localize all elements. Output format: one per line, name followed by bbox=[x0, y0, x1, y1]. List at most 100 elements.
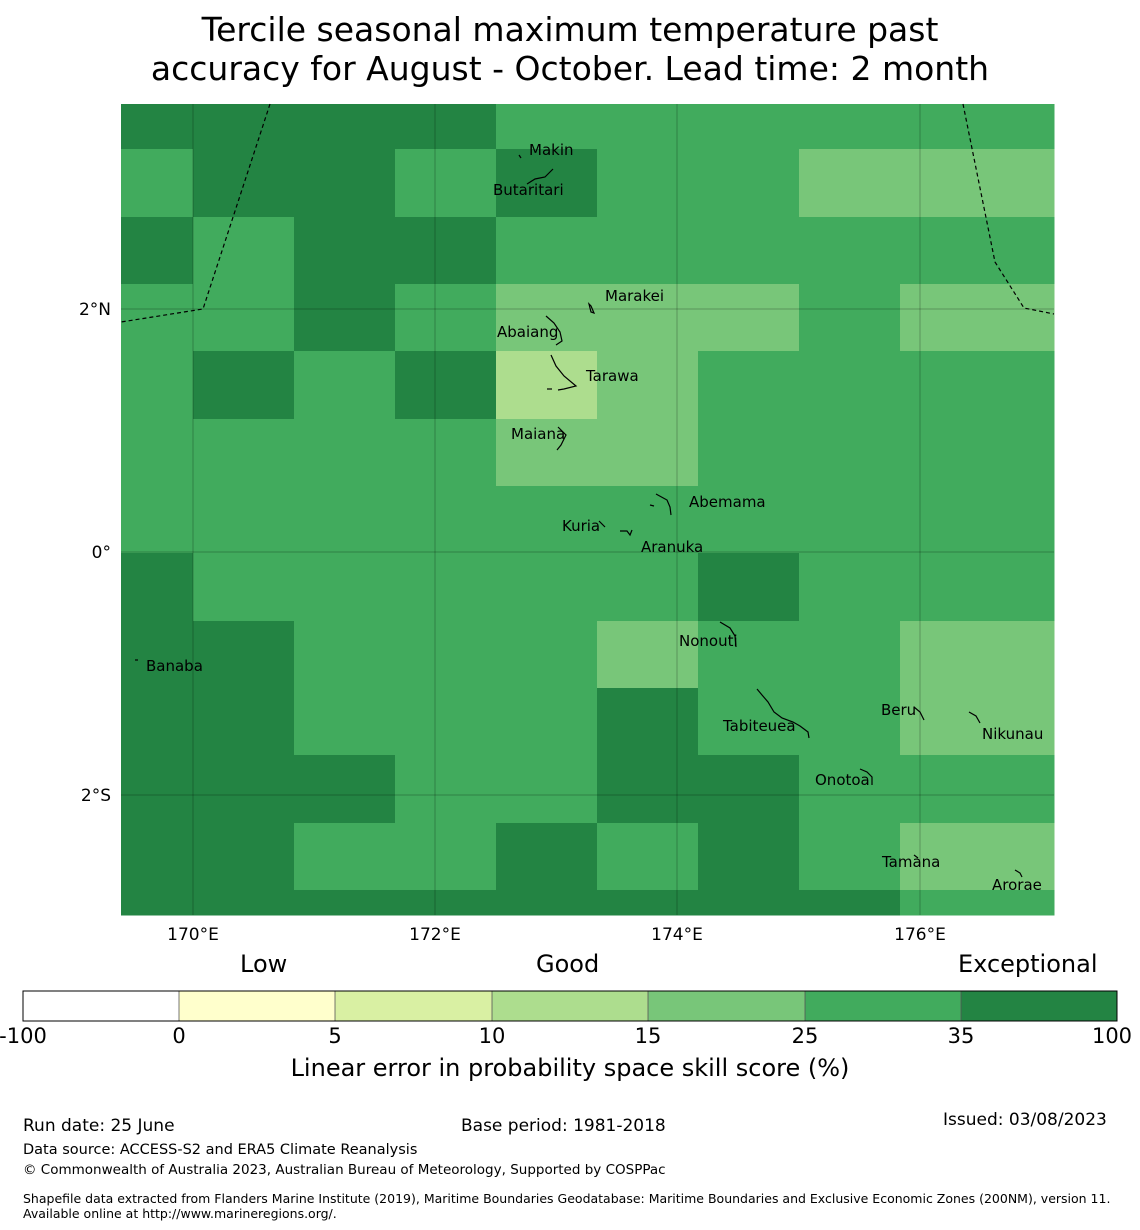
grid-cell bbox=[900, 284, 1002, 352]
grid-cell bbox=[1001, 149, 1055, 218]
grid-cell bbox=[799, 284, 901, 352]
grid-cell bbox=[121, 823, 194, 891]
grid-cell bbox=[1001, 890, 1055, 916]
grid-cell bbox=[698, 149, 800, 218]
grid-cell bbox=[294, 419, 396, 487]
grid-cell bbox=[395, 890, 497, 916]
graticule bbox=[121, 104, 1054, 915]
grid-cell bbox=[698, 284, 800, 352]
colorbar-seg-5 bbox=[335, 991, 492, 1021]
grid-cell bbox=[395, 149, 497, 218]
island-label-makin: Makin bbox=[529, 141, 574, 159]
grid-cell bbox=[294, 823, 396, 891]
colorbar-seg-15 bbox=[648, 991, 805, 1021]
grid-cell bbox=[1001, 284, 1055, 352]
grid-cell bbox=[698, 823, 800, 891]
grid-cell bbox=[121, 621, 194, 689]
colorbar-seg-10 bbox=[492, 991, 648, 1021]
colorbar-tick: -100 bbox=[0, 1024, 47, 1048]
colorbar-tick: 25 bbox=[791, 1024, 819, 1048]
grid-cell bbox=[121, 486, 194, 554]
grid-cell bbox=[294, 486, 396, 554]
colorbar bbox=[22, 990, 1118, 1022]
grid-cell bbox=[496, 553, 598, 622]
grid-cell bbox=[496, 823, 598, 891]
y-axis: 2°N 0° 2°S bbox=[79, 300, 111, 806]
data-source: Data source: ACCESS-S2 and ERA5 Climate … bbox=[23, 1142, 418, 1158]
grid-cell bbox=[193, 351, 295, 420]
base-period: Base period: 1981-2018 bbox=[461, 1116, 666, 1136]
grid-cell bbox=[799, 621, 901, 689]
grid-cell bbox=[698, 217, 800, 285]
issued-date: Issued: 03/08/2023 bbox=[943, 1110, 1107, 1130]
grid-cell bbox=[193, 419, 295, 487]
grid-cell bbox=[1001, 688, 1055, 756]
grid-cell bbox=[799, 419, 901, 487]
grid-cell bbox=[193, 284, 295, 352]
grid-cell bbox=[799, 890, 901, 916]
grid-cell bbox=[121, 890, 194, 916]
grid-cell bbox=[496, 419, 598, 487]
grid-cell bbox=[1001, 104, 1055, 150]
grid-cell bbox=[496, 104, 598, 150]
grid-cell bbox=[900, 217, 1002, 285]
x-tick-176e: 176°E bbox=[894, 925, 946, 945]
grid-cell bbox=[395, 553, 497, 622]
grid-cell bbox=[597, 104, 699, 150]
grid-cell bbox=[294, 217, 396, 285]
colorbar-tick: 10 bbox=[478, 1024, 506, 1048]
grid-cell bbox=[900, 419, 1002, 487]
grid-cell bbox=[900, 688, 1002, 756]
colorbar-seg-25 bbox=[805, 991, 961, 1021]
island-label-maiana: Maiana bbox=[511, 425, 565, 443]
grid-cell bbox=[121, 149, 194, 218]
grid-cell bbox=[597, 351, 699, 420]
grid-cell bbox=[193, 755, 295, 824]
grid-cell bbox=[1001, 486, 1055, 554]
y-tick-2n: 2°N bbox=[79, 300, 111, 320]
grid-cell bbox=[1001, 553, 1055, 622]
grid-cell bbox=[1001, 621, 1055, 689]
grid-cell bbox=[294, 149, 396, 218]
grid-cell bbox=[900, 621, 1002, 689]
y-tick-2s: 2°S bbox=[81, 786, 111, 806]
map-title: Tercile seasonal maximum temperature pas… bbox=[0, 10, 1140, 88]
grid-cell bbox=[294, 890, 396, 916]
grid-cell bbox=[900, 104, 1002, 150]
grid-cell bbox=[597, 419, 699, 487]
grid-cell bbox=[121, 284, 194, 352]
island-label-butaritari: Butaritari bbox=[493, 181, 564, 199]
grid-cell bbox=[294, 688, 396, 756]
colorbar-word-exceptional: Exceptional bbox=[958, 950, 1098, 978]
grid-cell bbox=[395, 284, 497, 352]
grid-cell bbox=[799, 351, 901, 420]
island-label-kuria: Kuria bbox=[562, 517, 600, 535]
grid-cell bbox=[193, 553, 295, 622]
grid-cell bbox=[395, 823, 497, 891]
grid-cell bbox=[496, 890, 598, 916]
x-axis: 170°E 172°E 174°E 176°E bbox=[167, 925, 946, 945]
island-label-abaiang: Abaiang bbox=[497, 323, 558, 341]
grid-cell bbox=[193, 486, 295, 554]
grid-cell bbox=[294, 755, 396, 824]
grid-cell bbox=[496, 149, 598, 218]
grid-cell bbox=[698, 688, 800, 756]
grid-cell bbox=[597, 823, 699, 891]
grid-cell bbox=[597, 217, 699, 285]
grid-cell bbox=[1001, 823, 1055, 891]
grid-cell bbox=[193, 890, 295, 916]
grid-cell bbox=[799, 486, 901, 554]
y-tick-0: 0° bbox=[92, 543, 111, 563]
island-label-tamana: Tamana bbox=[881, 853, 940, 871]
colorbar-seg-35 bbox=[961, 991, 1117, 1021]
grid-cell bbox=[496, 755, 598, 824]
island-label-nikunau: Nikunau bbox=[982, 725, 1043, 743]
grid-cell bbox=[294, 284, 396, 352]
grid-cell bbox=[496, 688, 598, 756]
grid-cell bbox=[294, 351, 396, 420]
grid-cell bbox=[698, 755, 800, 824]
grid-cell bbox=[900, 553, 1002, 622]
island-label-tabiteuea: Tabiteuea bbox=[722, 717, 796, 735]
grid-cell bbox=[496, 621, 598, 689]
